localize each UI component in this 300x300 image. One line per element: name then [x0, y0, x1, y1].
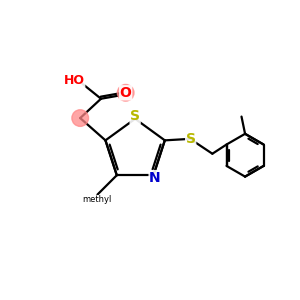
Text: S: S	[130, 110, 140, 123]
Circle shape	[117, 85, 134, 101]
Circle shape	[72, 110, 88, 126]
Text: N: N	[149, 171, 161, 184]
Text: methyl: methyl	[82, 195, 112, 204]
Text: O: O	[120, 86, 132, 100]
Text: S: S	[186, 132, 196, 146]
Text: HO: HO	[64, 74, 85, 87]
